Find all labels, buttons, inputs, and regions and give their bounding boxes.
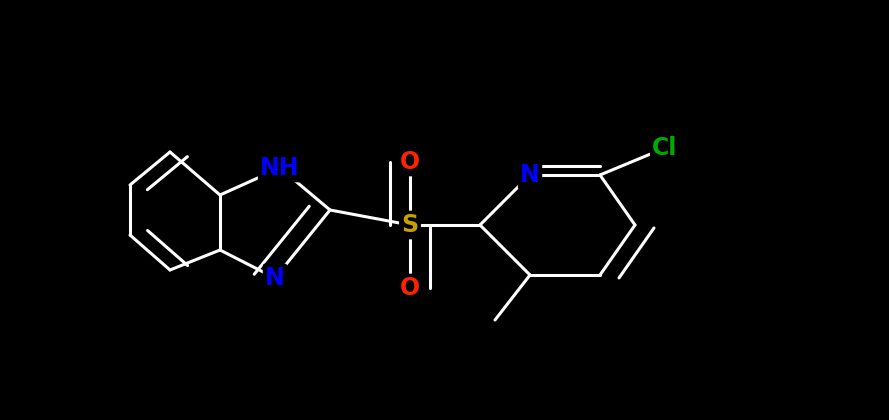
Text: O: O [400,276,420,300]
Text: O: O [400,150,420,174]
Text: NH: NH [260,156,300,180]
Text: N: N [265,266,284,290]
Text: S: S [402,213,419,237]
Text: Cl: Cl [653,136,677,160]
Text: N: N [520,163,540,187]
